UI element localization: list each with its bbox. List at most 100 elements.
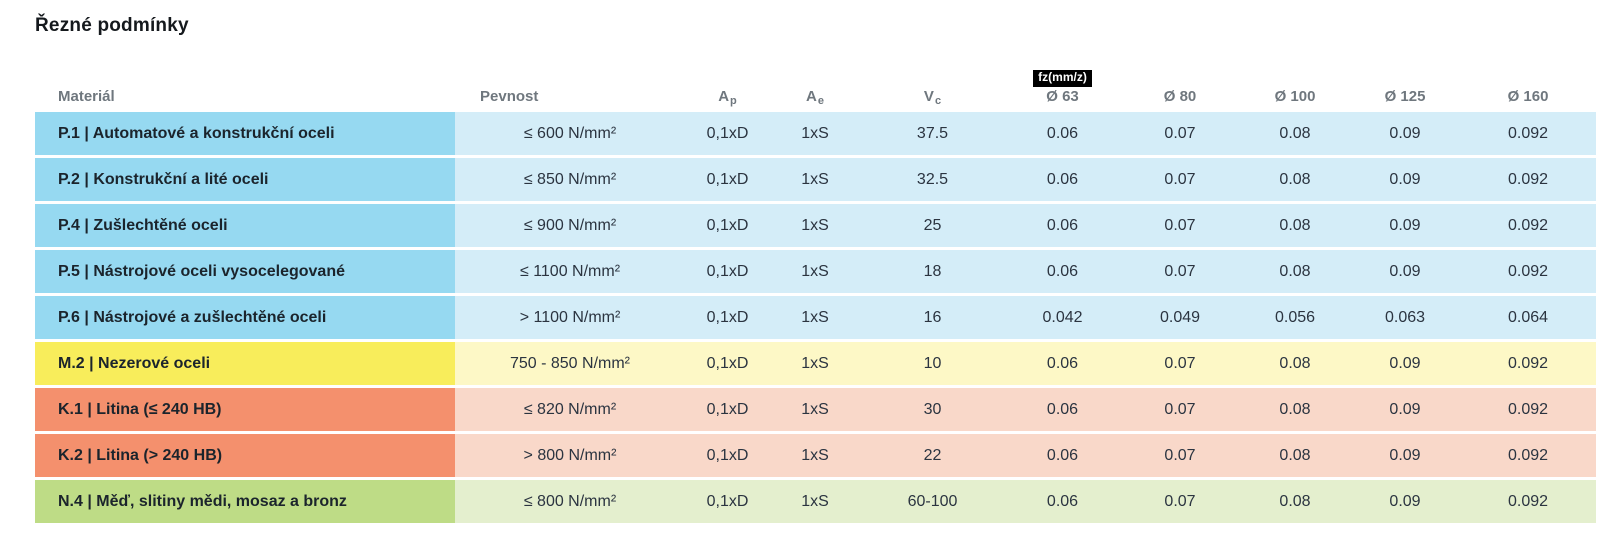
table-row: P.2 | Konstrukční a lité oceli ≤ 850 N/m…: [35, 158, 1596, 201]
fz-cell: 0.07: [1164, 400, 1196, 418]
material-cell: P.6 | Nástrojové a zušlechtěné oceli: [35, 296, 455, 339]
material-cell: P.4 | Zušlechtěné oceli: [35, 204, 455, 247]
fz-cell: 0.06: [1046, 170, 1079, 188]
fz-cell: 0.09: [1389, 216, 1421, 234]
column-header-diameter-125: Ø 125: [1384, 87, 1426, 105]
ae-cell: 1xS: [801, 308, 829, 326]
fz-cell: 0.06: [1046, 262, 1079, 280]
fz-cell: 0.06: [1046, 216, 1079, 234]
fz-cell: 0.092: [1507, 216, 1549, 234]
vc-cell: 37.5: [916, 124, 949, 142]
ap-cell: 0,1xD: [706, 446, 749, 464]
vc-subscript: c: [934, 94, 942, 107]
fz-cell: 0.08: [1279, 446, 1311, 464]
ap-cell: 0,1xD: [706, 354, 749, 372]
ae-cell: 1xS: [801, 262, 829, 280]
ae-cell: 1xS: [801, 170, 829, 188]
pevnost-cell: ≤ 800 N/mm²: [523, 492, 617, 510]
column-header-diameter-80: Ø 80: [1163, 87, 1197, 105]
fz-cell: 0.049: [1159, 308, 1201, 326]
fz-cell: 0.09: [1389, 124, 1421, 142]
vc-cell: 18: [923, 262, 942, 280]
ap-cell: 0,1xD: [706, 216, 749, 234]
ae-cell: 1xS: [801, 446, 829, 464]
fz-cell: 0.06: [1046, 400, 1079, 418]
fz-cell: 0.092: [1507, 262, 1549, 280]
fz-cell: 0.063: [1384, 308, 1426, 326]
fz-cell: 0.08: [1279, 354, 1311, 372]
table-row: P.1 | Automatové a konstrukční oceli ≤ 6…: [35, 112, 1596, 155]
column-header-pevnost: Pevnost: [480, 87, 539, 105]
column-header-material: Materiál: [58, 87, 115, 105]
material-cell: K.1 | Litina (≤ 240 HB): [35, 388, 455, 431]
table-row: P.4 | Zušlechtěné oceli ≤ 900 N/mm² 0,1x…: [35, 204, 1596, 247]
fz-cell: 0.06: [1046, 124, 1079, 142]
ap-cell: 0,1xD: [706, 262, 749, 280]
material-cell: M.2 | Nezerové oceli: [35, 342, 455, 385]
pevnost-cell: ≤ 1100 N/mm²: [519, 262, 621, 280]
ap-cell: 0,1xD: [706, 308, 749, 326]
ap-subscript: p: [730, 94, 737, 107]
page-title: Řezné podmínky: [35, 15, 189, 36]
column-header-diameter-160: Ø 160: [1507, 87, 1549, 105]
fz-cell: 0.07: [1164, 216, 1196, 234]
fz-cell: 0.09: [1389, 400, 1421, 418]
fz-cell: 0.07: [1164, 446, 1196, 464]
fz-cell: 0.07: [1164, 262, 1196, 280]
ap-cell: 0,1xD: [706, 492, 749, 510]
fz-unit-badge: fz(mm/z): [1033, 69, 1092, 87]
ae-cell: 1xS: [801, 354, 829, 372]
diameter-63-label: Ø 63: [1046, 87, 1079, 105]
ae-cell: 1xS: [801, 400, 829, 418]
table-header-row: Materiál Pevnost Ap Ae Vc fz(mm/z) Ø 63 …: [35, 57, 1596, 112]
pevnost-cell: ≤ 820 N/mm²: [523, 400, 617, 418]
fz-cell: 0.07: [1164, 492, 1196, 510]
ap-cell: 0,1xD: [706, 400, 749, 418]
pevnost-cell: > 800 N/mm²: [523, 446, 617, 464]
pevnost-cell: ≤ 600 N/mm²: [523, 124, 617, 142]
ap-cell: 0,1xD: [706, 170, 749, 188]
fz-cell: 0.092: [1507, 446, 1549, 464]
fz-cell: 0.092: [1507, 354, 1549, 372]
ae-cell: 1xS: [801, 492, 829, 510]
table-row: P.5 | Nástrojové oceli vysocelegované ≤ …: [35, 250, 1596, 293]
fz-cell: 0.08: [1279, 170, 1311, 188]
table-row: K.2 | Litina (> 240 HB) > 800 N/mm² 0,1x…: [35, 434, 1596, 477]
material-cell: N.4 | Měď, slitiny mědi, mosaz a bronz: [35, 480, 455, 523]
pevnost-cell: 750 - 850 N/mm²: [509, 354, 631, 372]
fz-cell: 0.042: [1042, 308, 1083, 326]
fz-cell: 0.08: [1279, 262, 1311, 280]
column-header-diameter-100: Ø 100: [1274, 87, 1316, 105]
material-cell: P.5 | Nástrojové oceli vysocelegované: [35, 250, 455, 293]
ae-subscript: e: [817, 94, 824, 107]
vc-label: V: [923, 87, 934, 105]
fz-cell: 0.08: [1279, 216, 1311, 234]
fz-cell: 0.08: [1279, 400, 1311, 418]
table-row: M.2 | Nezerové oceli 750 - 850 N/mm² 0,1…: [35, 342, 1596, 385]
fz-cell: 0.092: [1507, 170, 1549, 188]
fz-cell: 0.07: [1164, 354, 1196, 372]
table-row: K.1 | Litina (≤ 240 HB) ≤ 820 N/mm² 0,1x…: [35, 388, 1596, 431]
material-cell: P.2 | Konstrukční a lité oceli: [35, 158, 455, 201]
column-header-diameter-63: fz(mm/z) Ø 63: [1005, 69, 1120, 105]
column-header-ap: Ap: [685, 88, 770, 107]
material-cell: K.2 | Litina (> 240 HB): [35, 434, 455, 477]
fz-cell: 0.064: [1507, 308, 1549, 326]
vc-cell: 25: [923, 216, 942, 234]
pevnost-cell: ≤ 850 N/mm²: [523, 170, 617, 188]
vc-cell: 30: [923, 400, 942, 418]
fz-cell: 0.06: [1046, 354, 1079, 372]
fz-cell: 0.06: [1046, 492, 1079, 510]
vc-cell: 32.5: [916, 170, 949, 188]
fz-cell: 0.092: [1507, 492, 1549, 510]
ae-cell: 1xS: [801, 124, 829, 142]
ae-cell: 1xS: [801, 216, 829, 234]
ap-cell: 0,1xD: [706, 124, 749, 142]
vc-cell: 10: [923, 354, 942, 372]
column-header-ae: Ae: [770, 88, 860, 107]
fz-cell: 0.09: [1389, 492, 1421, 510]
vc-cell: 60-100: [907, 492, 958, 510]
fz-cell: 0.056: [1274, 308, 1316, 326]
fz-cell: 0.092: [1507, 400, 1549, 418]
material-cell: P.1 | Automatové a konstrukční oceli: [35, 112, 455, 155]
